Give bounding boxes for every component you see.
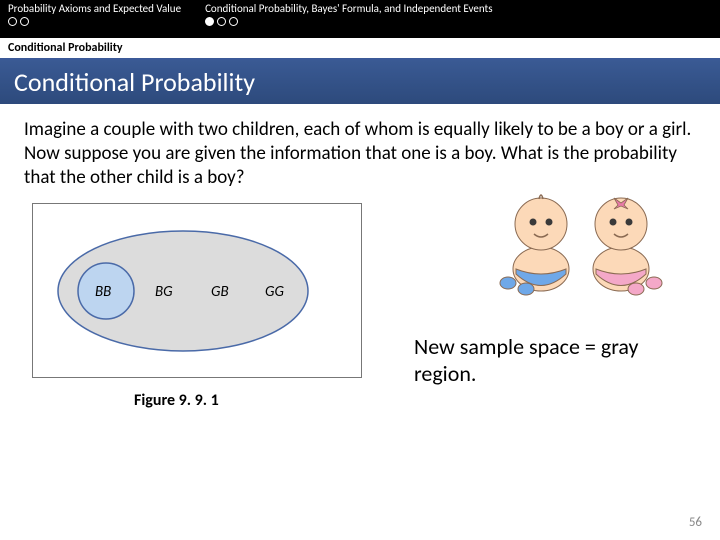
outcome-bb-label: BB [95,283,111,301]
babies-illustration [496,179,666,299]
topbar: Probability Axioms and Expected Value Co… [0,0,720,38]
outcome-bg-label: BG [155,283,173,301]
figure-label: Figure 9. 9. 1 [134,391,219,410]
topbar-section-2-dots [205,17,492,26]
venn-svg: BB BG GB GG [33,204,363,379]
topbar-section-1: Probability Axioms and Expected Value [8,2,181,26]
baby-boy-icon [500,195,569,295]
progress-dot-icon [8,17,17,26]
baby-girl-icon [593,198,662,295]
outcome-gg-label: GG [265,283,284,301]
content-area: Imagine a couple with two children, each… [0,104,720,513]
topbar-section-1-title: Probability Axioms and Expected Value [8,2,181,15]
progress-dot-icon [20,17,29,26]
topbar-section-2-title: Conditional Probability, Bayes' Formula,… [205,2,492,15]
topbar-section-2: Conditional Probability, Bayes' Formula,… [205,2,492,26]
topbar-section-1-dots [8,17,181,26]
slide-title: Conditional Probability [0,60,720,104]
figure-caption: New sample space = gray region. [414,333,694,387]
outcome-gb-label: GB [211,283,229,301]
breadcrumb: Conditional Probability [0,38,720,60]
progress-dot-icon [217,17,226,26]
venn-diagram: BB BG GB GG [32,203,362,378]
progress-dot-icon [229,17,238,26]
progress-dot-icon [205,17,214,26]
figure-area: BB BG GB GG New sample space = gray regi… [24,203,696,513]
slide-number: 56 [689,515,702,530]
